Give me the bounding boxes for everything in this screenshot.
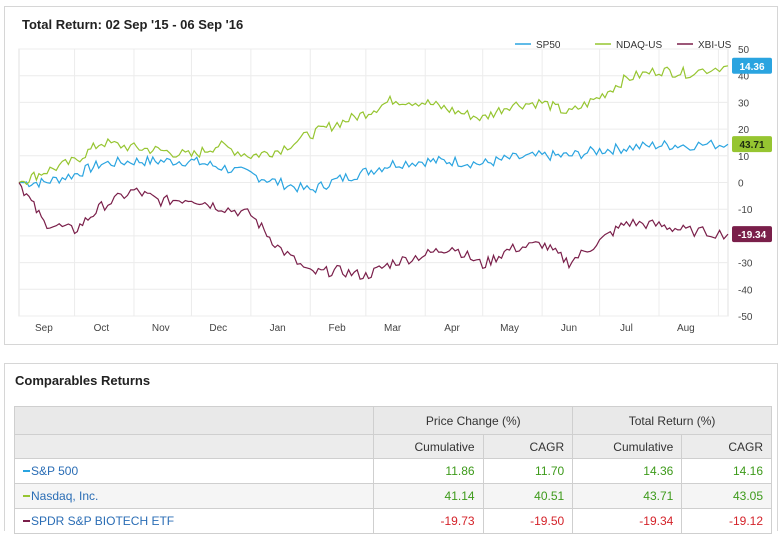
legend-label-xbi-us: XBI-US bbox=[698, 40, 732, 51]
x-tick-label: Jun bbox=[561, 323, 577, 334]
end-value-badge bbox=[732, 226, 772, 243]
y-tick-label: 20 bbox=[738, 125, 750, 136]
end-value-badge bbox=[732, 57, 772, 74]
row-name-cell: Nasdaq, Inc. bbox=[13, 483, 375, 509]
table-row-xbi: SPDR S&P BIOTECH ETF -19.73 -19.50 -19.3… bbox=[13, 508, 772, 534]
sp500-total-cagr: 14.16 bbox=[681, 458, 772, 484]
nasdaq-price-cagr: 40.51 bbox=[482, 483, 574, 509]
series-line-xbi-us bbox=[18, 182, 729, 280]
table-row-sp500: S&P 500 11.86 11.70 14.36 14.16 bbox=[13, 458, 772, 484]
xbi-price-cumulative: -19.73 bbox=[373, 508, 484, 534]
series-color-swatch bbox=[23, 494, 30, 497]
y-tick-label: 40 bbox=[738, 72, 750, 83]
y-tick-label: -50 bbox=[738, 312, 753, 323]
chart-panel: Total Return: 02 Sep '15 - 06 Sep '16 50… bbox=[4, 6, 778, 345]
sp500-price-cumulative: 11.86 bbox=[373, 458, 484, 484]
x-tick-label: Jul bbox=[620, 323, 633, 334]
nasdaq-total-cumulative: 43.71 bbox=[572, 483, 683, 509]
group-header-blank bbox=[13, 406, 375, 435]
y-tick-label: 30 bbox=[738, 98, 750, 109]
legend-label-ndaq-us: NDAQ-US bbox=[616, 40, 662, 51]
series-color-swatch bbox=[23, 469, 30, 472]
group-header-total-return: Total Return (%) bbox=[572, 406, 772, 435]
y-tick-label: 50 bbox=[738, 45, 750, 56]
sub-header-price-cumulative: Cumulative bbox=[373, 434, 484, 459]
y-tick-label: -40 bbox=[738, 285, 753, 296]
nasdaq-link[interactable]: Nasdaq, Inc. bbox=[31, 489, 99, 503]
xbi-link[interactable]: SPDR S&P BIOTECH ETF bbox=[31, 514, 175, 528]
y-tick-label: 10 bbox=[738, 152, 750, 163]
end-value-label: 43.71 bbox=[739, 140, 764, 151]
xbi-total-cumulative: -19.34 bbox=[572, 508, 683, 534]
legend-label-sp50: SP50 bbox=[536, 40, 561, 51]
sub-header-total-cagr: CAGR bbox=[681, 434, 772, 459]
sub-header-total-cumulative: Cumulative bbox=[572, 434, 683, 459]
group-header-price-change: Price Change (%) bbox=[373, 406, 574, 435]
series-line-ndaq-us bbox=[18, 65, 729, 186]
x-tick-label: Oct bbox=[94, 323, 110, 334]
series-line-sp50 bbox=[19, 139, 729, 194]
xbi-price-cagr: -19.50 bbox=[482, 508, 574, 534]
nasdaq-total-cagr: 43.05 bbox=[681, 483, 772, 509]
end-value-label: -19.34 bbox=[738, 230, 767, 241]
x-tick-label: Mar bbox=[384, 323, 402, 334]
comparables-panel: Comparables Returns Price Change (%) Tot… bbox=[4, 363, 778, 534]
series-color-swatch bbox=[23, 519, 30, 522]
x-tick-label: Aug bbox=[677, 323, 695, 334]
y-tick-label: 0 bbox=[738, 179, 744, 190]
xbi-total-cagr: -19.12 bbox=[681, 508, 772, 534]
sub-header-price-cagr: CAGR bbox=[482, 434, 574, 459]
table-row-nasdaq: Nasdaq, Inc. 41.14 40.51 43.71 43.05 bbox=[13, 483, 772, 509]
x-tick-label: Sep bbox=[35, 323, 53, 334]
row-name-cell: SPDR S&P BIOTECH ETF bbox=[13, 508, 375, 534]
y-tick-label: -30 bbox=[738, 259, 753, 270]
x-tick-label: Nov bbox=[152, 323, 170, 334]
sp500-price-cagr: 11.70 bbox=[482, 458, 574, 484]
x-tick-label: Jan bbox=[270, 323, 286, 334]
comparables-title: Comparables Returns bbox=[15, 373, 151, 388]
table-sub-header-row: Cumulative CAGR Cumulative CAGR bbox=[13, 434, 772, 459]
sp500-link[interactable]: S&P 500 bbox=[31, 464, 79, 478]
end-value-badge bbox=[732, 136, 772, 153]
x-tick-label: Feb bbox=[328, 323, 346, 334]
x-tick-label: May bbox=[500, 323, 519, 334]
total-return-chart[interactable]: 50403020100-10-20-30-40-50SepOctNovDecJa… bbox=[5, 7, 777, 344]
end-value-label: 14.36 bbox=[739, 62, 764, 73]
y-tick-label: -10 bbox=[738, 205, 753, 216]
nasdaq-price-cumulative: 41.14 bbox=[373, 483, 484, 509]
x-tick-label: Dec bbox=[209, 323, 227, 334]
comparables-table: Price Change (%) Total Return (%) Cumula… bbox=[13, 406, 772, 534]
x-tick-label: Apr bbox=[444, 323, 460, 334]
chart-title: Total Return: 02 Sep '15 - 06 Sep '16 bbox=[22, 17, 244, 32]
sp500-total-cumulative: 14.36 bbox=[572, 458, 683, 484]
sub-header-blank bbox=[13, 434, 375, 459]
row-name-cell: S&P 500 bbox=[13, 458, 375, 484]
table-group-header-row: Price Change (%) Total Return (%) bbox=[13, 406, 772, 435]
